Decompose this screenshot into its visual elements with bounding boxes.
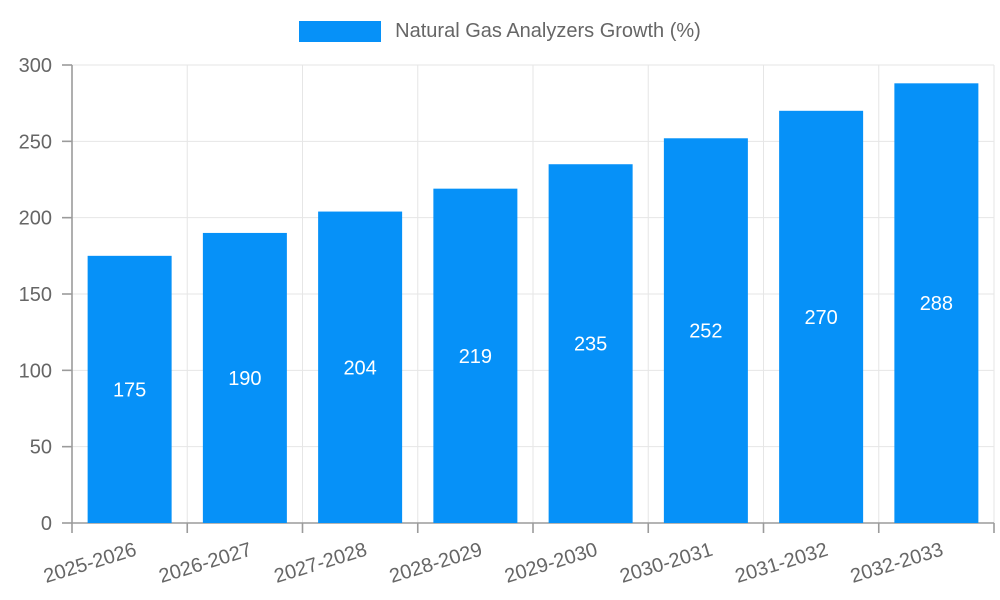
bar[interactable] (87, 255, 172, 524)
bar-value-label: 204 (343, 357, 376, 379)
x-axis-tick-label: 2029-2030 (502, 539, 600, 588)
x-axis-tick-label: 2031-2032 (733, 539, 831, 588)
y-axis-tick-label: 300 (19, 55, 52, 77)
bar[interactable] (663, 138, 748, 523)
bar-value-label: 190 (228, 368, 261, 390)
x-axis-tick-label: 2030-2031 (617, 539, 715, 588)
x-axis-tick-label: 2032-2033 (848, 539, 946, 588)
legend-label: Natural Gas Analyzers Growth (%) (395, 20, 701, 42)
x-axis-tick-label: 2028-2029 (387, 539, 485, 588)
legend-swatch (299, 21, 382, 42)
y-axis-tick-label: 100 (19, 360, 52, 382)
y-axis-tick-label: 150 (19, 284, 52, 306)
y-axis-tick-label: 0 (41, 513, 52, 535)
bar-value-label: 288 (920, 293, 953, 315)
bar[interactable] (548, 164, 633, 523)
bar-value-label: 235 (574, 334, 607, 356)
y-axis-tick-label: 200 (19, 208, 52, 230)
bar[interactable] (779, 110, 864, 524)
bar[interactable] (894, 83, 979, 523)
x-axis-tick-label: 2026-2027 (156, 539, 254, 588)
bar[interactable] (318, 211, 403, 523)
x-axis-tick-label: 2025-2026 (41, 539, 139, 588)
bar-value-label: 175 (113, 379, 146, 401)
bar[interactable] (433, 188, 518, 523)
y-axis-tick-label: 50 (30, 437, 52, 459)
bar-value-label: 252 (689, 321, 722, 343)
x-axis-tick-label: 2027-2028 (272, 539, 370, 588)
bar[interactable] (202, 232, 287, 523)
y-axis-tick-label: 250 (19, 131, 52, 153)
bar-value-label: 219 (459, 346, 492, 368)
bar-value-label: 270 (804, 307, 837, 329)
chart-legend[interactable]: Natural Gas Analyzers Growth (%) (0, 21, 1000, 42)
